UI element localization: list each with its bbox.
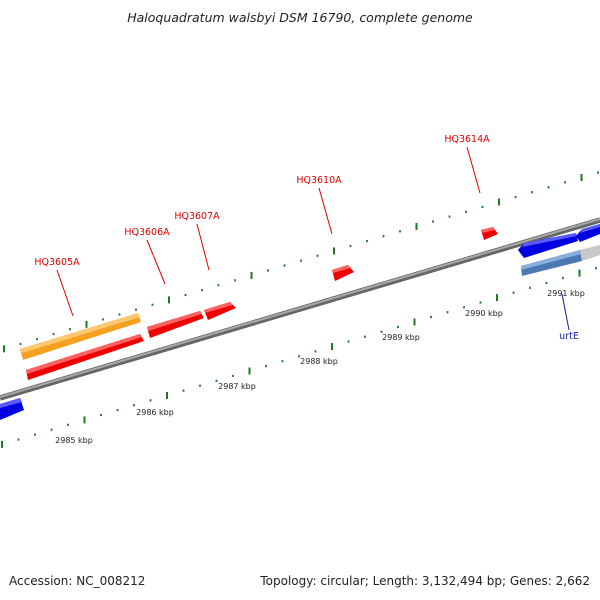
genome-backbone-highlight [0,218,600,398]
gene-feature-urte-top [521,250,581,270]
label-leaders [56,146,570,331]
gene-label-hq3610a[interactable]: HQ3610A [296,175,342,186]
tick-label: 2985 kbp [55,436,93,445]
gene-label-hq3607a[interactable]: HQ3607A [174,211,220,222]
map-title: Haloquadratum walsbyi DSM 16790, complet… [127,10,473,25]
scale-ruler [1,267,597,448]
gene-feature-hq3607a[interactable] [204,302,236,320]
tick-label: 2991 kbp [547,289,585,298]
scale-labels: 2985 kbp 2986 kbp 2987 kbp 2988 kbp 2989… [55,289,585,445]
gene-feature-orange-top [20,313,140,353]
tick-label: 2987 kbp [218,382,256,391]
tick-label: 2986 kbp [136,408,174,417]
gene-label-hq3605a[interactable]: HQ3605A [34,257,80,268]
gene-feature-hq3614a-top [481,227,495,233]
gene-feature-grey[interactable] [580,245,600,261]
accession-text: Accession: NC_008212 [9,574,146,588]
gene-feature-blue-top [580,224,600,233]
gene-feature-hq3606a-top [147,311,202,331]
leader-line [196,223,210,271]
genome-summary-text: Topology: circular; Length: 3,132,494 bp… [260,574,590,588]
gene-feature-hq3610a-top [332,265,351,273]
gene-label-hq3606a[interactable]: HQ3606A [124,227,170,238]
tick-label: 2989 kbp [382,333,420,342]
gene-feature-blue[interactable] [518,233,578,258]
leader-line [56,269,74,317]
gene-labels: HQ3605A HQ3606A HQ3607A HQ3610A HQ3614A … [34,134,578,342]
gene-feature-blue-top [522,233,577,247]
upper-strand-ruler [3,171,599,353]
gene-feature-hq3607a-top [204,302,233,313]
leader-line [561,293,570,331]
gene-features [0,224,600,420]
gene-label-urte[interactable]: urtE [559,331,579,342]
gene-feature-hq3605a-top [26,334,142,374]
tick-label: 2990 kbp [465,309,503,318]
gene-feature-blue-left-top [0,398,22,408]
leader-line [466,146,481,194]
leader-line [318,187,333,235]
gene-label-hq3614a[interactable]: HQ3614A [444,134,490,145]
leader-line [146,239,166,285]
tick-label: 2988 kbp [300,357,338,366]
